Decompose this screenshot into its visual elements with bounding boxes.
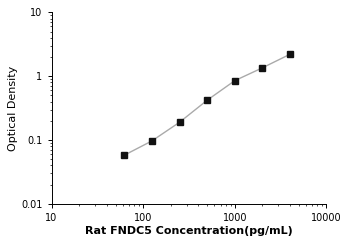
X-axis label: Rat FNDC5 Concentration(pg/mL): Rat FNDC5 Concentration(pg/mL) — [85, 226, 293, 236]
Y-axis label: Optical Density: Optical Density — [8, 65, 18, 151]
